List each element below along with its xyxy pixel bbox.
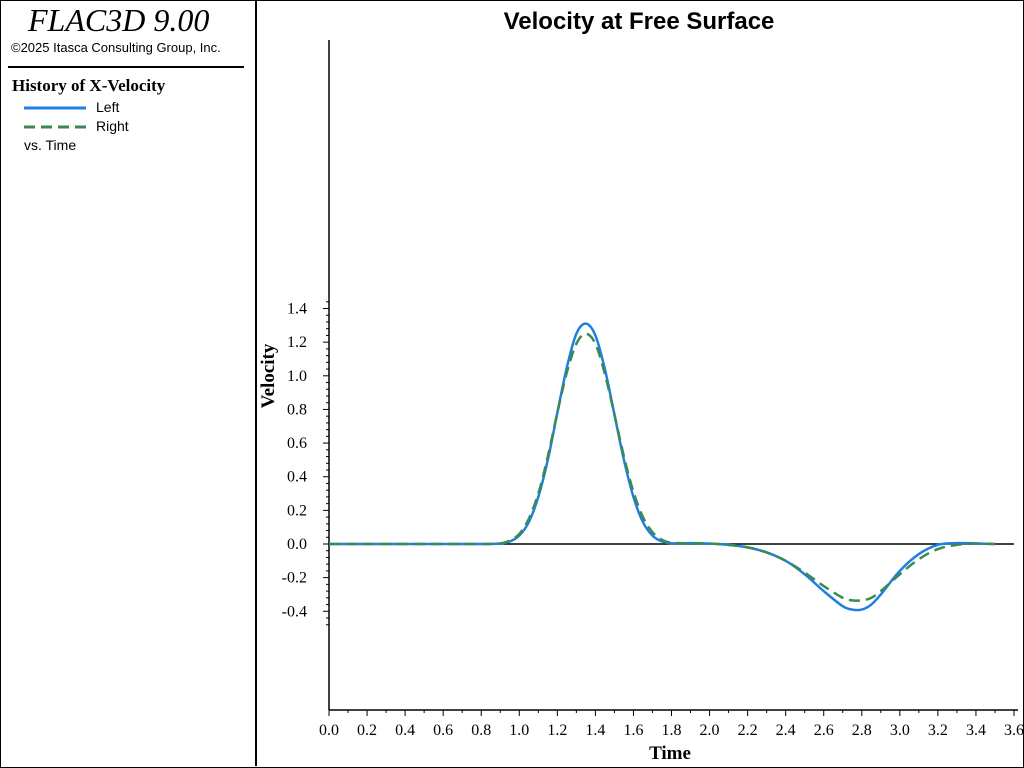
y-tick-label: 1.0 — [287, 368, 307, 385]
y-tick-label: 0.6 — [287, 435, 307, 452]
legend-swatch-right — [24, 125, 86, 129]
x-tick-label: 3.6 — [1004, 722, 1024, 739]
y-tick-label: 0.8 — [287, 401, 307, 418]
x-tick-label: 2.4 — [776, 722, 796, 739]
y-tick-label: 1.2 — [287, 334, 307, 351]
y-axis-title: Velocity — [258, 343, 279, 408]
y-tick-label: -0.4 — [282, 603, 307, 620]
x-tick-label: 0.8 — [471, 722, 491, 739]
legend-label-left: Left — [96, 99, 120, 115]
y-tick-label: 0.2 — [287, 502, 307, 519]
x-tick-label: 2.2 — [738, 722, 758, 739]
x-tick-label: 1.4 — [585, 722, 605, 739]
x-tick-label: 1.6 — [623, 722, 643, 739]
x-tick-label: 2.6 — [814, 722, 834, 739]
legend-label-right: Right — [96, 118, 129, 134]
y-tick-label: 1.4 — [287, 301, 307, 318]
x-tick-label: 1.0 — [509, 722, 529, 739]
y-tick-label: 0.4 — [287, 469, 307, 486]
x-tick-label: 3.2 — [928, 722, 948, 739]
x-tick-label: 2.8 — [852, 722, 872, 739]
x-tick-label: 0.0 — [319, 722, 339, 739]
y-tick-label: 0.0 — [287, 536, 307, 553]
legend-title: History of X-Velocity — [12, 76, 166, 95]
legend-entry-left: Left — [24, 99, 224, 117]
legend-panel: FLAC3D 9.00 ©2025 Itasca Consulting Grou… — [0, 0, 257, 766]
legend-vs-label: vs. Time — [24, 137, 77, 153]
copyright-text: ©2025 Itasca Consulting Group, Inc. — [11, 40, 221, 55]
x-tick-label: 0.6 — [433, 722, 453, 739]
x-tick-label: 1.8 — [662, 722, 682, 739]
x-tick-label: 3.0 — [890, 722, 910, 739]
app-title: FLAC3D 9.00 — [28, 2, 210, 38]
x-axis-title: Time — [649, 743, 691, 764]
x-tick-label: 2.0 — [700, 722, 720, 739]
chart-title: Velocity at Free Surface — [503, 8, 775, 35]
y-tick-label: -0.2 — [282, 570, 307, 587]
x-tick-label: 1.2 — [547, 722, 567, 739]
legend-swatch-left — [24, 106, 86, 110]
panel-divider — [8, 66, 244, 68]
series-line-right — [329, 332, 995, 602]
x-tick-label: 3.4 — [966, 722, 986, 739]
legend-entry-right: Right — [24, 118, 224, 136]
series-line-left — [329, 322, 996, 612]
x-tick-label: 0.2 — [357, 722, 377, 739]
x-tick-label: 0.4 — [395, 722, 415, 739]
